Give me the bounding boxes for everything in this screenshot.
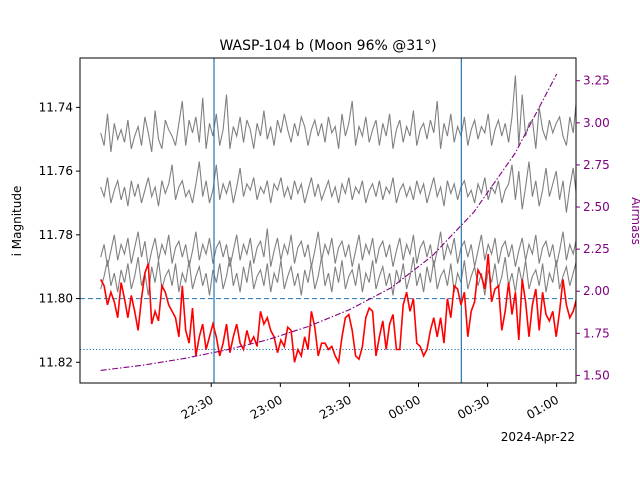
x-tick-label-1: 22:30: [179, 393, 216, 422]
y-tick-label-3: 11.78: [39, 228, 73, 242]
y-tick-label-4: 11.80: [39, 292, 73, 306]
y2-tick-label-4: 2.25: [583, 242, 610, 256]
y-axis-label: i Magnitude: [10, 186, 24, 257]
y2-tick-label-8: 3.25: [583, 74, 610, 88]
y-tick-label-5: 11.82: [39, 355, 73, 369]
y-tick-label-2: 11.76: [39, 164, 73, 178]
y2-tick-label-7: 3.00: [583, 116, 610, 130]
y2-tick-label-5: 2.50: [583, 200, 610, 214]
x-tick-label-6: 01:00: [524, 393, 561, 422]
y2-tick-label-1: 1.50: [583, 368, 610, 382]
x-tick-label-3: 23:30: [317, 393, 354, 422]
y-axis-right: 1.50 1.75 2.00 2.25 2.50 2.75 3.00 3.25: [576, 74, 610, 382]
x-tick-label-5: 00:30: [455, 393, 492, 422]
axes-frame: [79, 57, 577, 384]
target-light-curve: [99, 253, 576, 365]
y2-tick-label-6: 2.75: [583, 158, 610, 172]
comparison-star-line-4: [100, 257, 576, 296]
x-axis: 22:30 23:00 23:30 00:00 00:30 01:00: [179, 383, 561, 422]
comparison-star-line-1: [100, 75, 576, 153]
comparison-star-line-2: [100, 161, 576, 213]
y-tick-label-1: 11.74: [39, 100, 73, 114]
x-axis-date-label: 2024-Apr-22: [501, 430, 575, 444]
y2-axis-label: Airmass: [629, 197, 640, 245]
plot-area: [80, 58, 576, 383]
y2-tick-label-3: 2.00: [583, 284, 610, 298]
y-axis-left: 11.74 11.76 11.78 11.80 11.82: [39, 100, 80, 369]
chart-title: WASP-104 b (Moon 96% @31°): [219, 38, 436, 54]
x-tick-label-2: 23:00: [248, 393, 285, 422]
y2-tick-label-2: 1.75: [583, 326, 610, 340]
airmass-curve: [100, 73, 558, 371]
comparison-star-line-3: [100, 228, 576, 267]
x-tick-label-4: 00:00: [386, 393, 423, 422]
